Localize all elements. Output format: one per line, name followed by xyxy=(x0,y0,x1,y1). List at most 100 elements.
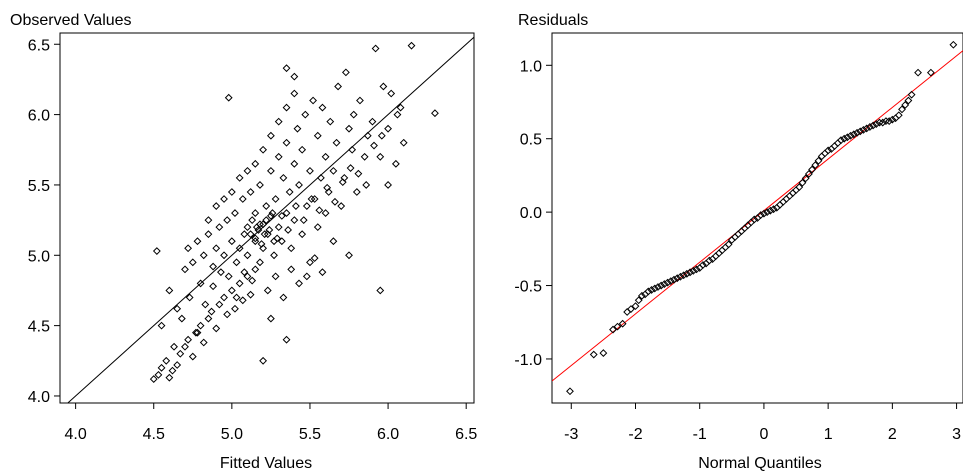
y-tick-label: 5.5 xyxy=(28,178,50,195)
data-point xyxy=(872,120,881,128)
data-point xyxy=(331,197,339,206)
data-point xyxy=(240,268,249,277)
data-point xyxy=(849,130,858,139)
data-point xyxy=(865,123,874,131)
data-point xyxy=(301,110,310,119)
data-point xyxy=(298,230,307,239)
data-point xyxy=(670,275,678,284)
data-point xyxy=(268,209,277,217)
data-point xyxy=(695,264,704,272)
data-point xyxy=(184,244,193,253)
data-point xyxy=(302,272,311,281)
data-point xyxy=(212,244,221,253)
data-point xyxy=(270,251,278,260)
data-point xyxy=(376,286,385,295)
data-point xyxy=(282,64,291,73)
data-point xyxy=(356,96,364,105)
data-point xyxy=(279,293,288,302)
data-point xyxy=(904,96,913,105)
data-point xyxy=(277,237,286,246)
data-point xyxy=(779,197,788,206)
data-point xyxy=(266,211,275,220)
data-point xyxy=(235,279,244,288)
data-point xyxy=(263,286,272,295)
y-tick-label: -0.5 xyxy=(514,279,542,296)
data-point xyxy=(212,324,221,333)
data-point xyxy=(731,233,739,241)
y-tick-label: 4.0 xyxy=(28,389,50,406)
y-tick-label: 5.0 xyxy=(28,248,50,265)
data-point xyxy=(227,188,236,196)
data-point xyxy=(843,133,852,142)
data-point xyxy=(376,152,385,161)
x-tick-label: -1 xyxy=(693,426,707,443)
data-point xyxy=(251,234,260,243)
data-point xyxy=(188,258,197,267)
data-point xyxy=(185,293,194,302)
data-point xyxy=(262,202,271,210)
data-point xyxy=(431,109,439,118)
data-point xyxy=(599,349,608,357)
data-point xyxy=(251,265,260,274)
data-point xyxy=(853,128,861,137)
data-point xyxy=(243,272,252,281)
plot-frame xyxy=(551,32,963,404)
data-point xyxy=(901,101,910,109)
data-point xyxy=(391,159,400,168)
data-point xyxy=(644,287,653,296)
data-point xyxy=(666,277,675,286)
data-point xyxy=(782,195,791,203)
data-point xyxy=(346,164,355,172)
data-point xyxy=(660,280,669,288)
data-point xyxy=(243,223,252,232)
x-tick-label: 0 xyxy=(759,426,768,443)
data-point xyxy=(657,281,666,290)
data-point xyxy=(274,152,283,161)
data-point xyxy=(721,243,730,252)
data-point xyxy=(352,188,361,196)
data-point xyxy=(295,279,303,288)
data-point xyxy=(756,211,765,219)
y-tick-label: -1.0 xyxy=(514,352,542,369)
data-point xyxy=(370,141,378,150)
data-point xyxy=(589,350,598,359)
data-point xyxy=(271,272,280,281)
data-point xyxy=(804,170,813,178)
data-point xyxy=(313,131,322,140)
data-point xyxy=(220,251,228,260)
data-point xyxy=(341,68,350,77)
data-point xyxy=(274,117,283,126)
plot-frame xyxy=(59,32,475,404)
y-tick-label: 0.0 xyxy=(520,205,542,222)
data-point xyxy=(310,254,319,263)
data-point xyxy=(181,265,189,274)
data-point xyxy=(399,138,408,147)
data-point xyxy=(248,216,257,225)
data-point xyxy=(776,200,784,209)
y-tick-label: 0.5 xyxy=(520,132,542,149)
x-axis-label: Fitted Values xyxy=(220,455,312,472)
data-point xyxy=(334,82,342,91)
data-point xyxy=(279,173,288,182)
data-point xyxy=(168,366,177,375)
data-point xyxy=(282,138,291,147)
data-point xyxy=(650,284,659,293)
x-tick-label: -3 xyxy=(564,426,578,443)
data-point xyxy=(235,173,244,182)
data-point xyxy=(307,195,316,203)
data-point xyxy=(326,117,335,126)
data-point xyxy=(310,195,319,203)
data-point xyxy=(329,237,338,246)
data-point xyxy=(232,258,241,267)
y-tick-label: 4.5 xyxy=(28,319,50,336)
data-point xyxy=(609,325,617,334)
data-point xyxy=(201,300,210,309)
data-point xyxy=(306,166,314,175)
data-point xyxy=(290,159,299,168)
data-point xyxy=(345,124,353,133)
data-point xyxy=(254,226,263,234)
data-point xyxy=(277,211,286,220)
data-point xyxy=(243,251,252,260)
data-point xyxy=(654,283,662,291)
